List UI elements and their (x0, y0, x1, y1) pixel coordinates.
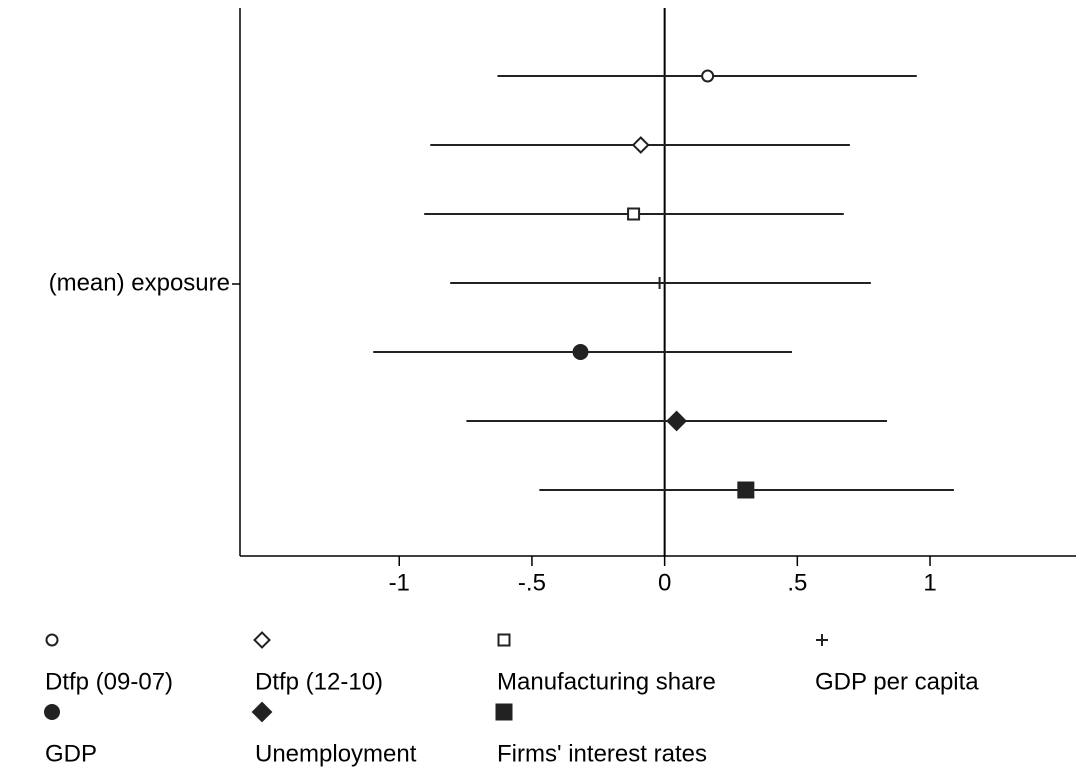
x-tick-label: .5 (787, 569, 807, 596)
point-estimate (737, 481, 755, 499)
legend-label: Manufacturing share (497, 668, 716, 695)
legend-label: Unemployment (255, 740, 417, 767)
x-tick-label: 0 (658, 569, 671, 596)
legend-marker (44, 704, 60, 720)
point-estimate (666, 410, 687, 432)
legend-marker (253, 631, 271, 649)
legend-label: Firms' interest rates (497, 740, 707, 767)
y-label: (mean) exposure (49, 269, 230, 296)
x-tick-label: 1 (923, 569, 936, 596)
legend-label: Dtfp (12-10) (255, 668, 383, 695)
legend-marker (497, 633, 511, 647)
legend-label: GDP (45, 740, 97, 767)
point-estimate (701, 69, 715, 83)
legend-marker (251, 701, 273, 723)
point-estimate (631, 136, 650, 154)
legend-marker (495, 703, 513, 721)
legend-marker (816, 634, 828, 646)
x-tick-label: -.5 (518, 569, 546, 596)
legend-label: Dtfp (09-07) (45, 668, 173, 695)
point-estimate (572, 344, 589, 360)
x-tick-label: -1 (389, 569, 410, 596)
point-estimate (653, 277, 666, 289)
point-estimate (627, 207, 641, 221)
legend-marker (45, 633, 59, 647)
legend-label: GDP per capita (815, 668, 979, 695)
